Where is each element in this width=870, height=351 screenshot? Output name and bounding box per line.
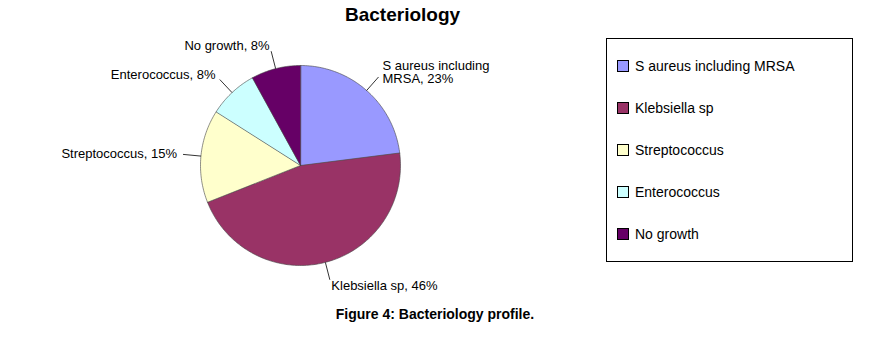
svg-text:Streptococcus, 15%: Streptococcus, 15% — [61, 146, 177, 161]
html-text:No growth: No growth — [635, 226, 699, 242]
svg-text:Klebsiella sp, 46%: Klebsiella sp, 46% — [331, 278, 438, 293]
html-text:Figure 4: Bacteriology profile: Figure 4: Bacteriology profile. — [335, 306, 535, 322]
html-text:S aureus including MRSA: S aureus including MRSA — [635, 58, 795, 74]
svg-text:No growth, 8%: No growth, 8% — [184, 38, 270, 53]
html-text:Bacteriology: Bacteriology — [345, 4, 461, 25]
svg-text:Enterococcus, 8%: Enterococcus, 8% — [111, 67, 216, 82]
svg-text:S aureus includingMRSA, 23%: S aureus includingMRSA, 23% — [383, 58, 490, 86]
html-text:Klebsiella sp: Klebsiella sp — [635, 100, 714, 116]
html-text:Streptococcus: Streptococcus — [635, 142, 724, 158]
html-text:Enterococcus: Enterococcus — [635, 184, 720, 200]
